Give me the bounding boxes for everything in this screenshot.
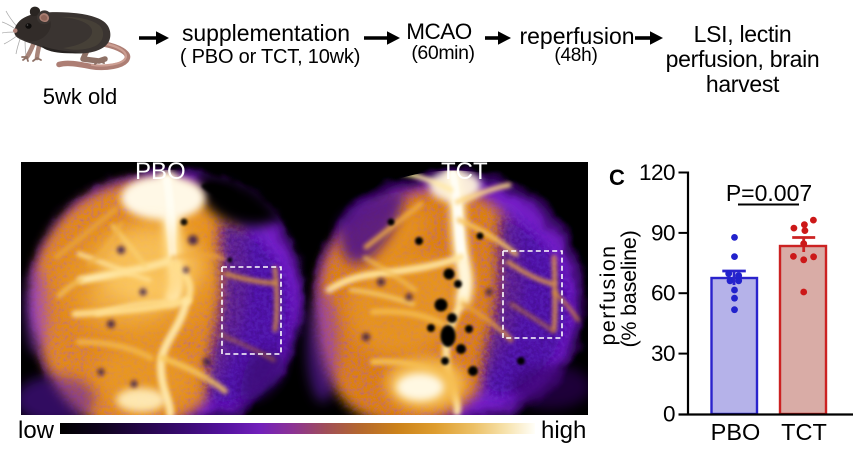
svg-text:30: 30 [651,341,675,366]
svg-text:0: 0 [663,402,675,427]
svg-text:(% baseline): (% baseline) [617,230,641,347]
svg-text:perfusion: perfusion [596,244,620,345]
svg-text:60: 60 [651,281,675,306]
svg-text:PBO: PBO [711,419,761,445]
svg-text:TCT: TCT [441,162,488,185]
svg-text:120: 120 [639,160,675,185]
svg-text:C: C [609,165,625,190]
svg-text:90: 90 [651,220,675,245]
svg-text:PBO: PBO [135,162,186,185]
svg-text:P=0.007: P=0.007 [726,180,812,206]
svg-text:TCT: TCT [781,419,827,445]
